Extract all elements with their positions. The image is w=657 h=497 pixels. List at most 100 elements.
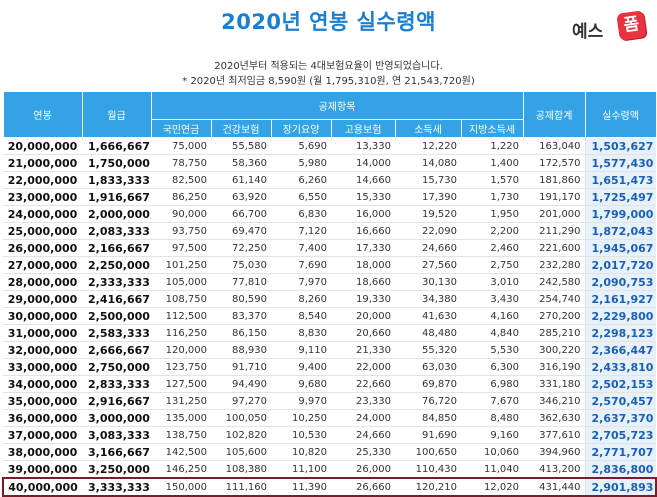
cell-pension: 146,250 [151, 460, 211, 479]
cell-salary: 33,000,000 [3, 358, 82, 376]
cell-longterm: 8,830 [271, 324, 331, 342]
cell-local-tax: 6,980 [461, 375, 524, 393]
cell-pension: 90,000 [151, 205, 211, 223]
cell-net: 2,502,153 [584, 375, 657, 393]
cell-employment: 21,330 [331, 341, 395, 359]
cell-employment: 22,000 [331, 358, 395, 376]
cell-income-tax: 110,430 [395, 460, 461, 479]
table-row: 35,000,000 2,916,667 131,250 97,270 9,970 23,… [3, 392, 657, 410]
yesform-logo[interactable]: 예스 폼 [572, 10, 650, 44]
cell-net: 2,161,927 [584, 290, 657, 308]
cell-total-deduction: 377,610 [523, 426, 586, 444]
cell-salary: 20,000,000 [3, 137, 82, 155]
cell-total-deduction: 413,200 [523, 460, 586, 479]
header-local-tax: 지방소득세 [460, 119, 524, 138]
cell-longterm: 5,690 [271, 137, 331, 155]
cell-income-tax: 69,870 [395, 375, 461, 393]
cell-longterm: 6,260 [271, 171, 331, 189]
table-row: 30,000,000 2,500,000 112,500 83,370 8,540 20,… [3, 307, 657, 325]
cell-monthly: 3,333,333 [82, 477, 151, 497]
cell-total-deduction: 201,000 [523, 205, 586, 223]
cell-local-tax: 12,020 [461, 477, 524, 497]
cell-income-tax: 63,030 [395, 358, 461, 376]
cell-net: 2,836,800 [584, 460, 657, 479]
table-row: 26,000,000 2,166,667 97,500 72,250 7,400 17,3… [3, 239, 657, 257]
cell-health: 72,250 [211, 239, 271, 257]
cell-net: 2,298,123 [584, 324, 657, 342]
table-row: 33,000,000 2,750,000 123,750 91,710 9,400 22,… [3, 358, 657, 376]
cell-net: 1,872,043 [584, 222, 657, 240]
cell-salary: 23,000,000 [3, 188, 82, 206]
cell-monthly: 2,000,000 [82, 205, 151, 223]
cell-employment: 20,000 [331, 307, 395, 325]
cell-health: 100,050 [211, 409, 271, 427]
cell-net: 2,637,370 [584, 409, 657, 427]
table-row: 34,000,000 2,833,333 127,500 94,490 9,680 22,… [3, 375, 657, 393]
cell-pension: 75,000 [151, 137, 211, 155]
minimum-wage-note: * 2020년 최저임금 8,590원 (월 1,795,310원, 연 21,… [182, 76, 475, 87]
cell-employment: 15,330 [331, 188, 395, 206]
table-row: 20,000,000 1,666,667 75,000 55,580 5,690 13,3… [3, 137, 657, 155]
cell-total-deduction: 285,210 [523, 324, 586, 342]
cell-net: 1,503,627 [584, 137, 657, 155]
cell-local-tax: 4,840 [461, 324, 524, 342]
cell-pension: 142,500 [151, 443, 211, 461]
cell-monthly: 2,166,667 [82, 239, 151, 257]
header-deductions-group: 공제항목 [150, 91, 524, 120]
salary-table: 연봉 월급 공제항목 공제합계 실수령액 국민연금 건강보험 장기요양 고용보험… [2, 91, 657, 497]
cell-health: 83,370 [211, 307, 271, 325]
cell-employment: 16,660 [331, 222, 395, 240]
cell-local-tax: 1,570 [461, 171, 524, 189]
cell-net: 2,017,720 [584, 256, 657, 274]
cell-health: 97,270 [211, 392, 271, 410]
cell-income-tax: 91,690 [395, 426, 461, 444]
header-employment: 고용보험 [330, 119, 396, 138]
cell-total-deduction: 254,740 [523, 290, 586, 308]
cell-total-deduction: 331,180 [523, 375, 586, 393]
cell-local-tax: 5,530 [461, 341, 524, 359]
cell-employment: 26,000 [331, 460, 395, 479]
cell-longterm: 7,120 [271, 222, 331, 240]
cell-employment: 23,330 [331, 392, 395, 410]
cell-local-tax: 2,750 [461, 256, 524, 274]
cell-longterm: 7,400 [271, 239, 331, 257]
cell-income-tax: 27,560 [395, 256, 461, 274]
cell-net: 2,705,723 [584, 426, 657, 444]
cell-total-deduction: 431,440 [523, 477, 586, 497]
cell-net: 2,433,810 [584, 358, 657, 376]
table-row: 31,000,000 2,583,333 116,250 86,150 8,830 20,… [3, 324, 657, 342]
cell-monthly: 1,750,000 [82, 154, 151, 172]
cell-income-tax: 19,520 [395, 205, 461, 223]
cell-salary: 34,000,000 [3, 375, 82, 393]
table-row: 40,000,000 3,333,333 150,000 111,160 11,390 2… [2, 477, 657, 497]
cell-total-deduction: 270,200 [523, 307, 586, 325]
cell-local-tax: 2,460 [461, 239, 524, 257]
cell-monthly: 2,833,333 [82, 375, 151, 393]
cell-longterm: 6,550 [271, 188, 331, 206]
cell-longterm: 10,820 [271, 443, 331, 461]
cell-pension: 116,250 [151, 324, 211, 342]
cell-health: 88,930 [211, 341, 271, 359]
cell-employment: 25,330 [331, 443, 395, 461]
cell-income-tax: 24,660 [395, 239, 461, 257]
cell-income-tax: 55,320 [395, 341, 461, 359]
table-row: 38,000,000 3,166,667 142,500 105,600 10,820 2… [3, 443, 657, 461]
cell-total-deduction: 316,190 [523, 358, 586, 376]
cell-pension: 78,750 [151, 154, 211, 172]
logo-badge: 폼 [616, 10, 647, 41]
cell-income-tax: 15,730 [395, 171, 461, 189]
cell-health: 91,710 [211, 358, 271, 376]
cell-total-deduction: 211,290 [523, 222, 586, 240]
cell-salary: 24,000,000 [3, 205, 82, 223]
cell-salary: 27,000,000 [3, 256, 82, 274]
cell-health: 75,030 [211, 256, 271, 274]
cell-employment: 24,000 [331, 409, 395, 427]
cell-total-deduction: 242,580 [523, 273, 586, 291]
cell-health: 94,490 [211, 375, 271, 393]
cell-income-tax: 100,650 [395, 443, 461, 461]
cell-salary: 40,000,000 [2, 477, 82, 497]
header-monthly: 월급 [81, 91, 152, 138]
cell-total-deduction: 346,210 [523, 392, 586, 410]
cell-income-tax: 34,380 [395, 290, 461, 308]
cell-income-tax: 48,480 [395, 324, 461, 342]
